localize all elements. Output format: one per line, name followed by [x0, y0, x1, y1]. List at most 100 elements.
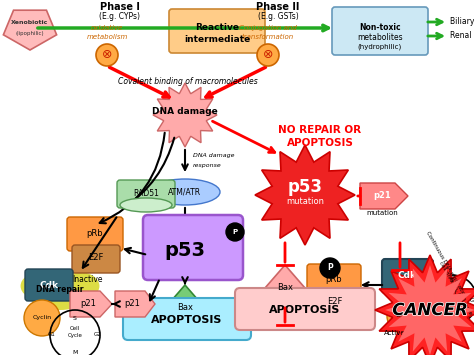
Text: ⊗: ⊗ — [102, 49, 112, 61]
Text: (lipophilic): (lipophilic) — [16, 31, 44, 36]
Text: APOPTOSIS: APOPTOSIS — [287, 138, 354, 148]
FancyBboxPatch shape — [332, 7, 428, 55]
Text: NO REPAIR OR: NO REPAIR OR — [278, 125, 362, 135]
FancyBboxPatch shape — [67, 217, 123, 251]
Text: Cyclin: Cyclin — [32, 316, 52, 321]
Text: Reactive: Reactive — [195, 22, 239, 32]
Text: APOPTOSIS: APOPTOSIS — [269, 305, 341, 315]
Polygon shape — [70, 291, 112, 317]
Text: G2: G2 — [470, 297, 474, 302]
Text: (hydrophilic): (hydrophilic) — [358, 44, 402, 50]
Text: p21: p21 — [80, 300, 96, 308]
Text: Continuous DNA replication,: Continuous DNA replication, — [426, 230, 468, 300]
FancyBboxPatch shape — [169, 9, 265, 53]
Circle shape — [257, 44, 279, 66]
FancyBboxPatch shape — [72, 245, 120, 273]
Text: intermediate: intermediate — [184, 34, 250, 44]
Text: pRb: pRb — [326, 275, 342, 284]
FancyBboxPatch shape — [235, 288, 375, 330]
Polygon shape — [360, 183, 408, 209]
Polygon shape — [153, 83, 217, 147]
Ellipse shape — [150, 179, 220, 205]
Text: Cdk: Cdk — [398, 272, 417, 280]
FancyBboxPatch shape — [307, 264, 361, 296]
Text: Phase II: Phase II — [256, 2, 300, 12]
Text: Bax: Bax — [277, 284, 293, 293]
Text: G2: G2 — [94, 333, 102, 338]
Text: Renal excretion: Renal excretion — [450, 32, 474, 40]
Polygon shape — [375, 255, 474, 355]
Text: Cell: Cell — [70, 326, 80, 331]
Text: cell division, cell cycle: cell division, cell cycle — [438, 260, 473, 316]
Text: Conjugation and: Conjugation and — [239, 25, 297, 31]
Ellipse shape — [41, 269, 79, 295]
Polygon shape — [265, 265, 305, 305]
Circle shape — [387, 298, 423, 334]
Text: P: P — [327, 263, 333, 273]
Text: Cell: Cell — [447, 289, 457, 295]
Text: metabolites: metabolites — [357, 33, 403, 42]
Ellipse shape — [120, 198, 172, 212]
Text: DNA repair: DNA repair — [36, 285, 84, 295]
Text: Cycle: Cycle — [68, 333, 82, 338]
Polygon shape — [385, 265, 474, 355]
FancyBboxPatch shape — [312, 289, 358, 317]
FancyBboxPatch shape — [25, 269, 73, 301]
Text: E2F: E2F — [328, 297, 343, 306]
Ellipse shape — [20, 272, 61, 300]
Text: ATM/ATR: ATM/ATR — [168, 187, 201, 197]
Text: Covalent binding of macromolecules: Covalent binding of macromolecules — [118, 77, 258, 87]
Text: DNA damage: DNA damage — [193, 153, 235, 158]
Text: ⊗: ⊗ — [263, 49, 273, 61]
Text: transformation: transformation — [242, 34, 294, 40]
Text: mutation: mutation — [286, 197, 324, 207]
Text: (E.g. CYPs): (E.g. CYPs) — [100, 12, 140, 21]
Text: Non-toxic: Non-toxic — [359, 22, 401, 32]
Text: G1: G1 — [425, 297, 433, 302]
Text: E2F: E2F — [88, 253, 104, 262]
Polygon shape — [165, 285, 205, 325]
Ellipse shape — [26, 270, 94, 310]
FancyBboxPatch shape — [382, 259, 433, 293]
Text: Cdk: Cdk — [39, 280, 58, 289]
Polygon shape — [115, 291, 155, 317]
Text: APOPTOSIS: APOPTOSIS — [151, 315, 223, 325]
Text: Cyclin: Cyclin — [395, 313, 415, 318]
Polygon shape — [255, 145, 355, 245]
Circle shape — [96, 44, 118, 66]
Text: P: P — [232, 229, 237, 235]
Text: p53: p53 — [164, 240, 206, 260]
Text: Cycle: Cycle — [445, 296, 459, 301]
Polygon shape — [3, 10, 56, 50]
Text: p21: p21 — [124, 300, 140, 308]
Text: S: S — [450, 278, 454, 283]
FancyBboxPatch shape — [123, 298, 251, 340]
Text: p21: p21 — [373, 191, 391, 201]
Text: response: response — [193, 163, 222, 168]
Circle shape — [320, 258, 340, 278]
Text: M: M — [73, 350, 78, 355]
Text: pRb: pRb — [87, 229, 103, 239]
Text: mutation: mutation — [366, 210, 398, 216]
Text: Phase I: Phase I — [100, 2, 140, 12]
Text: Xenobiotic: Xenobiotic — [11, 21, 49, 26]
Text: G1: G1 — [48, 333, 56, 338]
Text: Active: Active — [384, 330, 406, 336]
Text: CANCER: CANCER — [392, 301, 468, 319]
Ellipse shape — [59, 272, 100, 300]
Circle shape — [226, 223, 244, 241]
FancyBboxPatch shape — [117, 180, 175, 208]
Text: metabolism: metabolism — [86, 34, 128, 40]
Text: M: M — [449, 317, 455, 322]
Text: p53: p53 — [288, 178, 322, 196]
Circle shape — [24, 300, 60, 336]
Text: DNA damage: DNA damage — [152, 108, 218, 116]
FancyBboxPatch shape — [143, 215, 243, 280]
Text: Inactive: Inactive — [73, 275, 103, 284]
Text: Bax: Bax — [177, 304, 193, 312]
Text: RAD51: RAD51 — [133, 190, 159, 198]
Text: Biliary excretion: Biliary excretion — [450, 17, 474, 27]
Text: S: S — [73, 316, 77, 321]
Text: (E.g. GSTs): (E.g. GSTs) — [258, 12, 298, 21]
Text: oxidative: oxidative — [91, 25, 123, 31]
